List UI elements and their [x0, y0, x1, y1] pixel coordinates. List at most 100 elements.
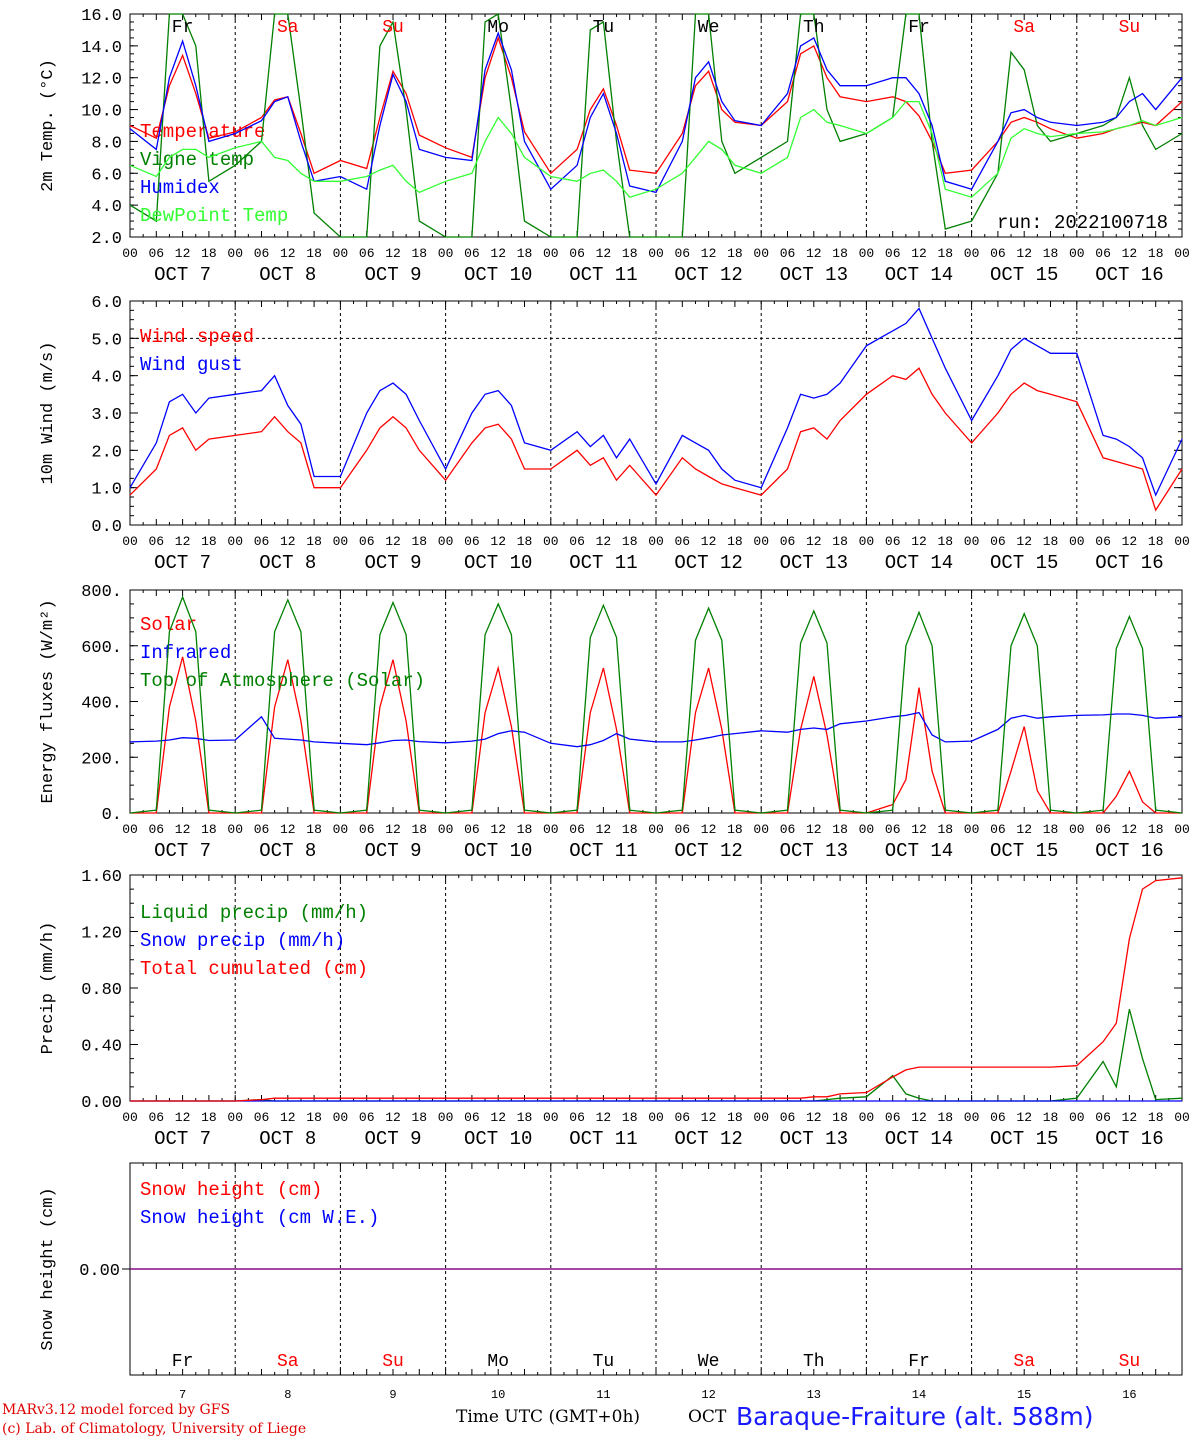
hour-tick-label: 00: [543, 534, 559, 549]
day-date-label: OCT 10: [464, 840, 532, 862]
series-line-red: [129, 367, 1183, 512]
hour-tick-label: 00: [227, 534, 243, 549]
day-abbr-label: Mo: [487, 1352, 509, 1372]
hour-tick-label: 00: [122, 1110, 138, 1125]
hour-tick-label: 06: [674, 1110, 690, 1125]
month-label: OCT: [688, 1407, 727, 1427]
hour-tick-label: 06: [359, 534, 375, 549]
hour-tick-label: 06: [569, 534, 585, 549]
hour-tick-label: 12: [385, 534, 401, 549]
hour-tick-label: 06: [780, 246, 796, 261]
hour-tick-label: 12: [175, 822, 191, 837]
y-tick-label: 2.0: [91, 443, 122, 462]
plot-frame-2: [129, 589, 1183, 814]
y-tick-label: 8.0: [91, 134, 122, 153]
day-date-label: OCT 12: [674, 264, 742, 286]
hour-tick-label: 06: [464, 534, 480, 549]
legend-entry: Snow height (cm): [140, 1179, 322, 1201]
day-date-label: OCT 11: [569, 840, 637, 862]
hour-tick-label: 06: [148, 534, 164, 549]
hour-tick-label: 18: [411, 246, 427, 261]
day-date-label: OCT 14: [885, 552, 953, 574]
day-abbr-label: Su: [1119, 18, 1141, 38]
day-date-label: OCT 12: [674, 1128, 742, 1150]
y-tick-label: 1.60: [81, 868, 122, 887]
series-line-blue: [129, 307, 1183, 497]
hour-tick-label: 12: [280, 534, 296, 549]
legend-entry: Snow height (cm W.E.): [140, 1207, 379, 1229]
day-date-label: OCT 14: [885, 264, 953, 286]
hour-tick-label: 12: [385, 1110, 401, 1125]
hour-tick-label: 12: [911, 534, 927, 549]
y-tick-label: 0.0: [91, 518, 122, 537]
hour-tick-label: 12: [1016, 246, 1032, 261]
hour-tick-label: 18: [201, 822, 217, 837]
hour-tick-label: 06: [254, 822, 270, 837]
day-abbr-label: Sa: [277, 18, 299, 38]
day-abbr-label: We: [698, 18, 720, 38]
hour-tick-label: 12: [1122, 246, 1138, 261]
hour-tick-label: 06: [990, 534, 1006, 549]
hour-tick-label: 00: [648, 822, 664, 837]
legend-entry: Wind speed: [140, 326, 254, 348]
day-date-label: OCT 14: [885, 1128, 953, 1150]
hour-tick-label: 12: [806, 822, 822, 837]
hour-tick-label: 00: [227, 1110, 243, 1125]
day-date-label: OCT 11: [569, 1128, 637, 1150]
hour-tick-label: 06: [569, 822, 585, 837]
hour-tick-label: 18: [201, 246, 217, 261]
day-number-label: 14: [912, 1388, 926, 1402]
y-tick-label: 0.00: [79, 1262, 120, 1281]
hour-tick-label: 18: [517, 822, 533, 837]
hour-tick-label: 12: [701, 534, 717, 549]
hour-tick-label: 00: [753, 246, 769, 261]
hour-tick-label: 18: [832, 1110, 848, 1125]
series-line-red: [130, 877, 1183, 1102]
y-tick-label: 3.0: [91, 406, 122, 425]
y-tick-label: 0.80: [81, 981, 122, 1000]
day-date-label: OCT 11: [569, 264, 637, 286]
hour-tick-label: 18: [622, 1110, 638, 1125]
hour-tick-label: 06: [885, 534, 901, 549]
legend-entry: Top of Atmosphere (Solar): [140, 670, 425, 692]
hour-tick-label: 12: [1016, 822, 1032, 837]
hour-tick-label: 12: [1122, 822, 1138, 837]
day-number-label: 16: [1122, 1388, 1136, 1402]
hour-tick-label: 12: [1122, 534, 1138, 549]
hour-tick-label: 00: [1069, 246, 1085, 261]
hour-tick-label: 06: [359, 1110, 375, 1125]
legend-entry: Total cumulated (cm): [140, 958, 368, 980]
hour-tick-label: 00: [227, 822, 243, 837]
y-tick-label: 4.0: [91, 369, 122, 388]
hour-tick-label: 00: [859, 1110, 875, 1125]
hour-tick-label: 06: [674, 246, 690, 261]
hour-tick-label: 06: [780, 1110, 796, 1125]
y-tick-label: 0.00: [81, 1094, 122, 1113]
hour-tick-label: 12: [175, 1110, 191, 1125]
hour-tick-label: 00: [1069, 534, 1085, 549]
day-date-label: OCT 12: [674, 552, 742, 574]
hour-tick-label: 18: [517, 246, 533, 261]
hour-tick-label: 18: [306, 246, 322, 261]
y-tick-label: 6.0: [91, 166, 122, 185]
y-tick-label: 200.: [81, 750, 122, 769]
hour-tick-label: 06: [780, 822, 796, 837]
legend-entry: Solar: [140, 614, 197, 636]
hour-tick-label: 18: [727, 534, 743, 549]
day-date-label: OCT 13: [780, 552, 848, 574]
hour-tick-label: 12: [1122, 1110, 1138, 1125]
hour-tick-label: 06: [569, 1110, 585, 1125]
day-date-label: OCT 9: [364, 1128, 421, 1150]
hour-tick-label: 12: [911, 1110, 927, 1125]
day-abbr-label: Fr: [908, 18, 930, 38]
hour-tick-label: 18: [1148, 822, 1164, 837]
day-date-label: OCT 8: [259, 552, 316, 574]
hour-tick-label: 18: [1043, 534, 1059, 549]
legend-entry: Temperature: [140, 121, 265, 143]
hour-tick-label: 00: [1069, 822, 1085, 837]
day-date-label: OCT 14: [885, 840, 953, 862]
hour-tick-label: 00: [333, 534, 349, 549]
legend-entry: Snow precip (mm/h): [140, 930, 345, 952]
hour-tick-label: 00: [1174, 246, 1190, 261]
